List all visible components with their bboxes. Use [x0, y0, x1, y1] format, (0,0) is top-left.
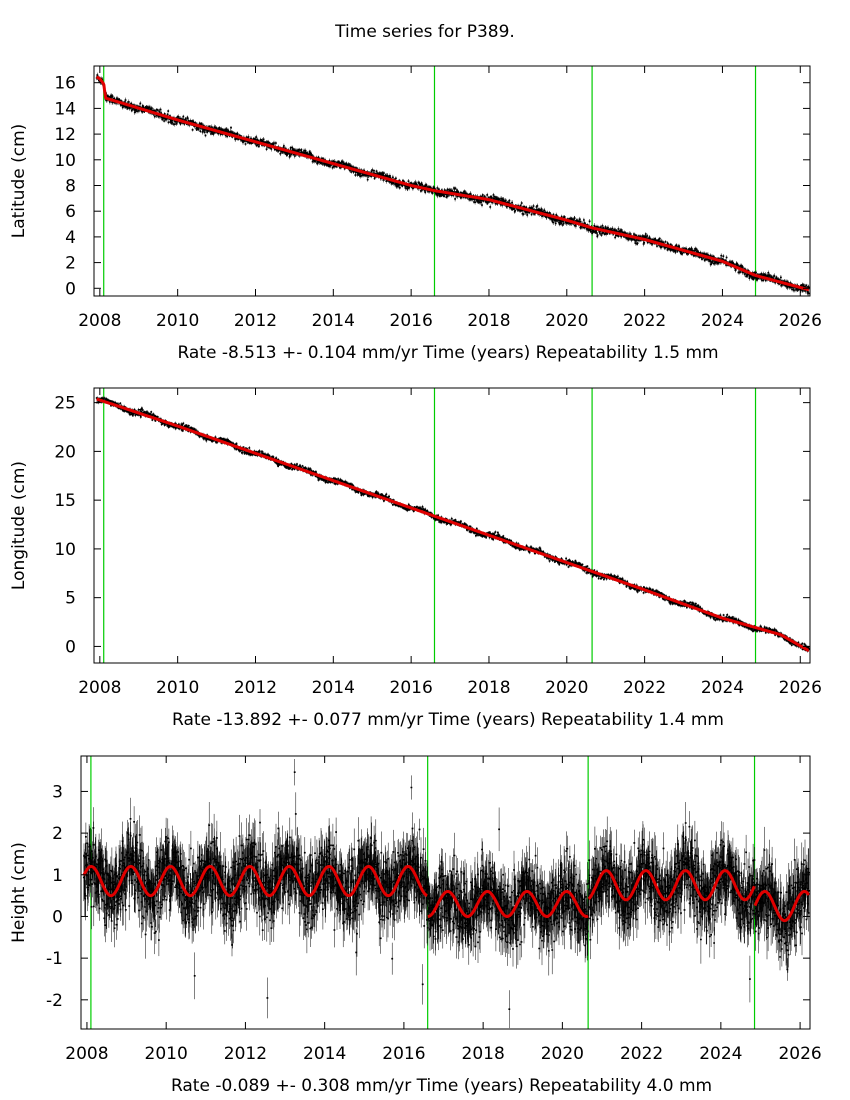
- latitude-xtick-label-5: 2018: [467, 311, 510, 331]
- latitude-ytick-label-1: 2: [65, 254, 76, 274]
- height-ytick-label-3: 1: [52, 866, 63, 886]
- longitude-time-label: Time (years): [423, 710, 535, 730]
- longitude-plot-area: [95, 388, 810, 663]
- height-ytick-label-0: -2: [46, 991, 63, 1011]
- longitude-xtick-label-4: 2016: [390, 678, 433, 698]
- height-rate-label: Rate -0.089 +- 0.308 mm/yr: [171, 1076, 411, 1096]
- longitude-xlabel: Rate -13.892 +- 0.077 mm/yr Time (years)…: [172, 710, 724, 730]
- latitude-ytick-label-3: 6: [65, 202, 76, 222]
- height-data-points: [82, 771, 810, 1010]
- height-axes-frame: [80, 755, 811, 1030]
- latitude-time-label: Time (years): [418, 343, 530, 363]
- latitude-ytick-label-8: 16: [54, 74, 76, 94]
- latitude-ytick-label-7: 14: [54, 99, 76, 119]
- height-xtick-label-8: 2024: [699, 1044, 742, 1064]
- height-time-label: Time (years): [411, 1076, 523, 1096]
- latitude-xtick-label-6: 2020: [545, 311, 588, 331]
- longitude-xtick-label-6: 2020: [545, 678, 588, 698]
- height-xtick-label-0: 2008: [65, 1044, 108, 1064]
- longitude-ytick-label-1: 5: [65, 589, 76, 609]
- latitude-xtick-label-7: 2022: [623, 311, 666, 331]
- longitude-ytick-label-0: 0: [65, 637, 76, 657]
- latitude-xlabel: Rate -8.513 +- 0.104 mm/yr Time (years) …: [177, 343, 718, 363]
- latitude-ytick-label-5: 10: [54, 151, 76, 171]
- height-repeatability-label: Repeatability 4.0 mm: [524, 1076, 712, 1096]
- latitude-xtick-label-2: 2012: [234, 311, 277, 331]
- latitude-xtick-label-8: 2024: [701, 311, 744, 331]
- height-ytick-label-1: -1: [46, 949, 63, 969]
- longitude-xtick-label-0: 2008: [78, 678, 121, 698]
- latitude-error-bars: [96, 72, 810, 296]
- longitude-repeatability-label: Repeatability 1.4 mm: [536, 710, 724, 730]
- latitude-xtick-label-1: 2010: [156, 311, 199, 331]
- latitude-xtick-label-4: 2016: [390, 311, 433, 331]
- height-xlabel: Rate -0.089 +- 0.308 mm/yr Time (years) …: [171, 1076, 712, 1096]
- height-xtick-label-1: 2010: [145, 1044, 188, 1064]
- height-xtick-label-6: 2020: [541, 1044, 584, 1064]
- latitude-xtick-label-9: 2026: [779, 311, 822, 331]
- latitude-axes-frame: [93, 65, 811, 297]
- latitude-panel: 2008 2010 2012 2014 2016 2018 2020 2022 2024 2026…: [9, 65, 822, 363]
- height-xtick-label-2: 2012: [224, 1044, 267, 1064]
- latitude-data-points: [95, 74, 810, 295]
- latitude-repeatability-label: Repeatability 1.5 mm: [530, 343, 718, 363]
- longitude-ytick-label-3: 15: [54, 491, 76, 511]
- longitude-ytick-label-5: 25: [54, 394, 76, 414]
- longitude-xtick-label-3: 2014: [312, 678, 355, 698]
- height-ytick-label-4: 2: [52, 824, 63, 844]
- height-xtick-label-9: 2026: [778, 1044, 821, 1064]
- longitude-panel: 2008 2010 2012 2014 2016 2018 2020 2022 2024 2026…: [9, 387, 822, 730]
- latitude-ylabel: Latitude (cm): [9, 124, 29, 239]
- longitude-xtick-label-9: 2026: [779, 678, 822, 698]
- latitude-model-curve: [95, 75, 810, 292]
- longitude-rate-label: Rate -13.892 +- 0.077 mm/yr: [172, 710, 423, 730]
- height-ylabel: Height (cm): [9, 842, 29, 943]
- longitude-xtick-label-1: 2010: [156, 678, 199, 698]
- height-xtick-label-4: 2016: [382, 1044, 425, 1064]
- height-xtick-label-5: 2018: [462, 1044, 505, 1064]
- latitude-ytick-label-0: 0: [65, 279, 76, 299]
- height-model-curve: [82, 865, 810, 923]
- latitude-xtick-label-0: 2008: [78, 311, 121, 331]
- height-xtick-label-3: 2014: [303, 1044, 346, 1064]
- longitude-xtick-label-2: 2012: [234, 678, 277, 698]
- height-ytick-label-5: 3: [52, 782, 63, 802]
- latitude-xtick-label-3: 2014: [312, 311, 355, 331]
- height-ytick-label-2: 0: [52, 907, 63, 927]
- longitude-xtick-label-5: 2018: [467, 678, 510, 698]
- longitude-model-curve: [95, 397, 810, 652]
- latitude-ytick-label-6: 12: [54, 125, 76, 145]
- height-xtick-label-7: 2022: [620, 1044, 663, 1064]
- height-plot-area: [82, 756, 810, 1029]
- latitude-plot-area: [95, 66, 810, 296]
- longitude-ylabel: Longitude (cm): [9, 461, 29, 590]
- longitude-ytick-label-4: 20: [54, 442, 76, 462]
- longitude-axes-frame: [93, 387, 811, 664]
- height-panel: 2008 2010 2012 2014 2016 2018 2020 2022 2024 2026…: [9, 755, 822, 1096]
- latitude-ytick-label-4: 8: [65, 176, 76, 196]
- latitude-rate-label: Rate -8.513 +- 0.104 mm/yr: [177, 343, 417, 363]
- latitude-ytick-label-2: 4: [65, 228, 76, 248]
- longitude-ytick-label-2: 10: [54, 540, 76, 560]
- longitude-xtick-label-7: 2022: [623, 678, 666, 698]
- chart-title: Time series for P389.: [335, 22, 515, 42]
- longitude-xtick-label-8: 2024: [701, 678, 744, 698]
